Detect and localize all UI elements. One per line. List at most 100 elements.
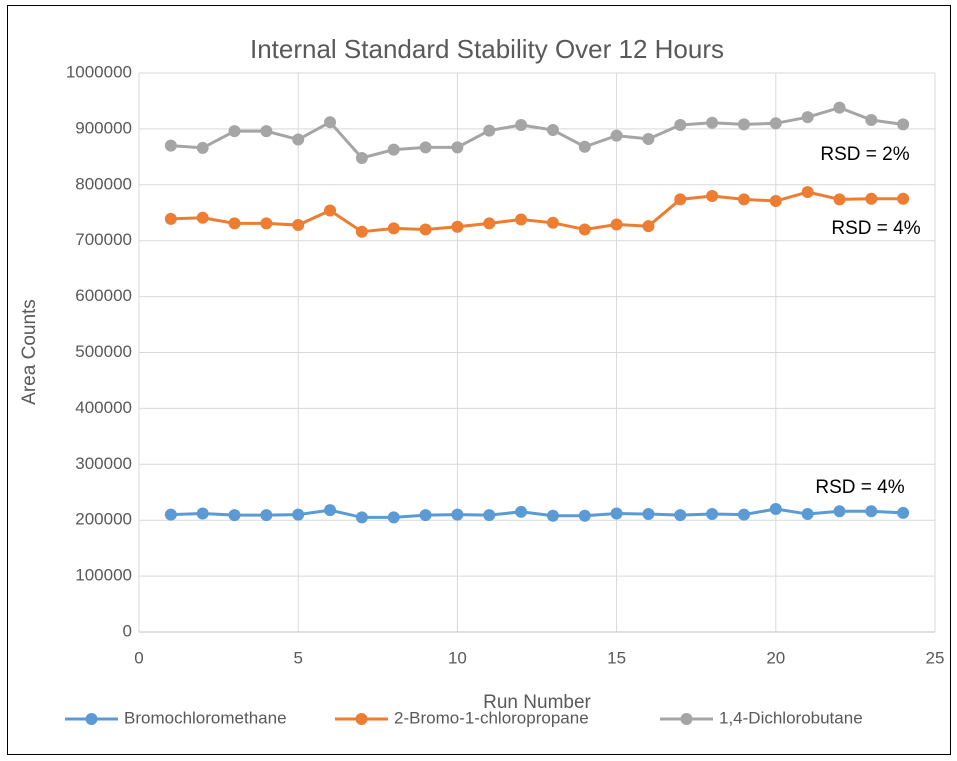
data-point <box>610 507 623 520</box>
data-point <box>387 511 400 524</box>
annotation: RSD = 2% <box>820 144 909 165</box>
data-point <box>419 509 432 522</box>
data-point <box>228 217 241 230</box>
data-point <box>642 132 655 145</box>
y-tick-label: 400000 <box>75 398 132 417</box>
data-point <box>164 508 177 521</box>
chart-border <box>7 5 951 755</box>
data-point <box>324 504 337 517</box>
data-point <box>228 125 241 138</box>
data-point <box>737 508 750 521</box>
data-point <box>801 111 814 124</box>
y-tick-label: 300000 <box>75 454 132 473</box>
data-point <box>674 118 687 131</box>
data-point <box>483 217 496 230</box>
y-tick-label: 700000 <box>75 230 132 249</box>
data-point <box>515 213 528 226</box>
data-point <box>801 186 814 199</box>
data-point <box>897 506 910 519</box>
x-tick-label: 10 <box>448 648 467 667</box>
data-point <box>674 193 687 206</box>
data-point <box>355 151 368 164</box>
y-tick-label: 0 <box>123 621 132 640</box>
y-tick-label: 600000 <box>75 286 132 305</box>
data-point <box>865 192 878 205</box>
data-point <box>865 505 878 518</box>
data-point <box>706 508 719 521</box>
y-tick-label: 200000 <box>75 510 132 529</box>
data-point <box>419 223 432 236</box>
data-point <box>387 222 400 235</box>
y-axis-label: Area Counts <box>19 299 40 405</box>
data-point <box>865 113 878 126</box>
legend-marker <box>680 713 693 725</box>
legend: Bromochloromethane 2-Bromo-1-chloropropan… <box>65 708 863 727</box>
plot-area: RSD = 2% RSD = 4% RSD = 4% <box>164 101 921 524</box>
data-point <box>451 220 464 233</box>
data-point <box>164 139 177 152</box>
x-tick-label: 20 <box>766 648 785 667</box>
data-point <box>355 511 368 524</box>
data-point <box>292 508 305 521</box>
data-point <box>833 505 846 518</box>
x-axis-label: Run Number <box>483 692 591 713</box>
x-tick-label: 5 <box>293 648 302 667</box>
data-point <box>737 118 750 131</box>
data-point <box>706 189 719 202</box>
data-point <box>515 118 528 131</box>
y-tick-label: 900000 <box>75 118 132 137</box>
y-tick-label: 500000 <box>75 342 132 361</box>
x-tick-label: 25 <box>926 648 945 667</box>
data-point <box>546 124 559 137</box>
legend-label: 1,4-Dichlorobutane <box>719 708 863 727</box>
data-point <box>196 211 209 224</box>
data-point <box>769 503 782 516</box>
data-point <box>292 219 305 232</box>
data-point <box>260 217 273 230</box>
legend-label: 2-Bromo-1-chloropropane <box>394 708 589 727</box>
data-point <box>897 118 910 131</box>
annotation: RSD = 4% <box>815 477 904 498</box>
data-point <box>196 141 209 154</box>
annotation: RSD = 4% <box>831 218 920 239</box>
legend-marker <box>355 713 368 725</box>
x-tick-label: 0 <box>134 648 143 667</box>
data-point <box>833 193 846 206</box>
data-point <box>451 508 464 521</box>
data-point <box>706 116 719 129</box>
data-point <box>451 141 464 154</box>
data-point <box>801 508 814 521</box>
data-point <box>610 129 623 142</box>
data-point <box>578 223 591 236</box>
data-point <box>260 509 273 522</box>
y-tick-label: 100000 <box>75 566 132 585</box>
data-point <box>387 143 400 156</box>
y-tick-label: 1000000 <box>66 62 132 81</box>
data-point <box>578 140 591 153</box>
data-point <box>292 133 305 146</box>
data-point <box>483 509 496 522</box>
data-point <box>483 124 496 137</box>
chart-title: Internal Standard Stability Over 12 Hour… <box>250 34 724 64</box>
x-tick-label: 15 <box>607 648 626 667</box>
data-point <box>324 116 337 129</box>
legend-label: Bromochloromethane <box>124 708 287 727</box>
y-tick-label: 800000 <box>75 174 132 193</box>
data-point <box>769 117 782 130</box>
data-point <box>228 509 241 522</box>
data-point <box>674 509 687 522</box>
legend-marker <box>85 713 98 725</box>
data-point <box>578 509 591 522</box>
data-point <box>546 216 559 229</box>
data-point <box>642 220 655 233</box>
data-point <box>833 101 846 114</box>
data-point <box>260 125 273 138</box>
data-point <box>610 218 623 231</box>
data-point <box>355 225 368 238</box>
data-point <box>642 508 655 521</box>
data-point <box>737 193 750 206</box>
data-point <box>769 195 782 208</box>
data-point <box>164 212 177 225</box>
data-point <box>546 509 559 522</box>
